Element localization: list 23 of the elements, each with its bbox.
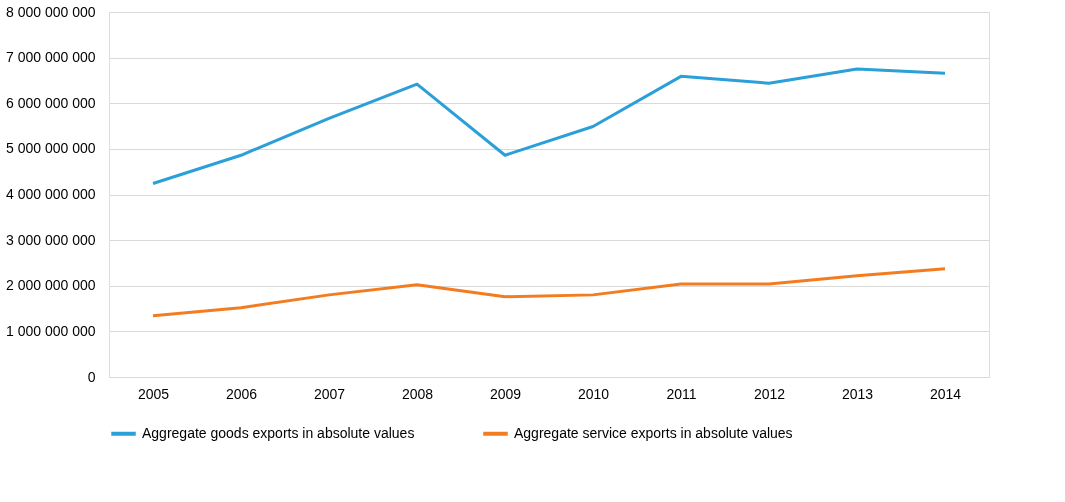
y-tick-label: 4 000 000 000 bbox=[5, 186, 96, 202]
y-tick-label: 8 000 000 000 bbox=[5, 3, 96, 20]
x-tick-label: 2006 bbox=[225, 385, 258, 402]
y-tick-label: 3 000 000 000 bbox=[5, 231, 96, 248]
y-tick-label: 0 bbox=[87, 368, 96, 385]
x-tick-label: 2012 bbox=[753, 385, 786, 402]
x-tick-label: 2011 bbox=[666, 385, 697, 402]
y-tick-label: 6 000 000 000 bbox=[5, 94, 96, 111]
y-tick-label: 1 000 000 000 bbox=[5, 322, 96, 339]
x-tick-label: 2007 bbox=[313, 385, 346, 402]
x-tick-label: 2008 bbox=[401, 385, 434, 402]
x-tick-label: 2010 bbox=[577, 385, 610, 402]
x-tick-label: 2009 bbox=[489, 385, 522, 402]
legend-label: Aggregate service exports in absolute values bbox=[514, 424, 793, 441]
y-tick-label: 5 000 000 000 bbox=[5, 140, 96, 157]
legend-label: Aggregate goods exports in absolute values bbox=[142, 424, 415, 441]
y-tick-label: 7 000 000 000 bbox=[5, 49, 96, 66]
x-tick-label: 2013 bbox=[841, 385, 874, 402]
x-tick-label: 2005 bbox=[137, 385, 170, 402]
line-series bbox=[151, 67, 947, 186]
y-tick-label: 2 000 000 000 bbox=[5, 277, 96, 294]
line-series bbox=[151, 267, 947, 318]
x-tick-label: 2014 bbox=[929, 385, 962, 402]
